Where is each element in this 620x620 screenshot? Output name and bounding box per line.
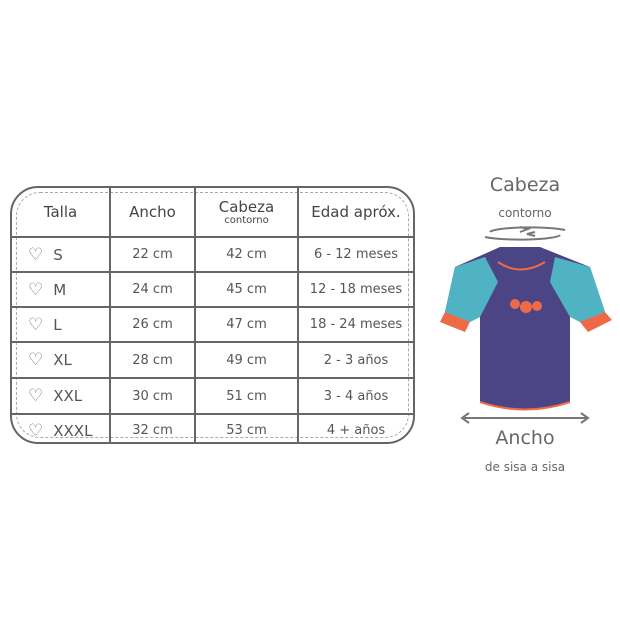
cell-talla: ♡ XL bbox=[12, 343, 111, 377]
ancho-arrow-icon bbox=[460, 412, 590, 424]
header-cabeza: Cabeza contorno bbox=[196, 188, 299, 236]
table-row: ♡ M 24 cm 45 cm 12 - 18 meses bbox=[12, 273, 413, 308]
cell-edad: 18 - 24 meses bbox=[309, 317, 403, 332]
cell-cabeza: 53 cm bbox=[196, 415, 299, 442]
cell-ancho: 28 cm bbox=[111, 343, 196, 377]
heart-outline-icon: ♡ bbox=[28, 244, 44, 265]
talla-value: M bbox=[53, 280, 67, 299]
cell-talla: ♡ XXL bbox=[12, 379, 111, 413]
cell-ancho: 32 cm bbox=[111, 415, 196, 442]
table-row: ♡ XXL 30 cm 51 cm 3 - 4 años bbox=[12, 379, 413, 415]
cell-talla: ♡ S bbox=[12, 238, 111, 271]
header-cabeza-sub: contorno bbox=[224, 215, 269, 226]
cell-cabeza: 47 cm bbox=[196, 308, 299, 341]
cell-ancho: 22 cm bbox=[111, 238, 196, 271]
cell-talla: ♡ M bbox=[12, 273, 111, 306]
diagram-ancho-sub: de sisa a sisa bbox=[484, 460, 566, 474]
heart-outline-icon: ♡ bbox=[28, 386, 44, 406]
cell-cabeza: 42 cm bbox=[196, 238, 299, 271]
cell-ancho: 30 cm bbox=[111, 379, 196, 413]
talla-value: L bbox=[53, 315, 62, 334]
talla-value: XL bbox=[53, 351, 72, 369]
talla-value: S bbox=[53, 245, 63, 264]
cell-edad: 12 - 18 meses bbox=[309, 282, 403, 297]
cell-cabeza: 45 cm bbox=[196, 273, 299, 306]
cell-ancho: 24 cm bbox=[111, 273, 196, 306]
diagram-cabeza-label: Cabeza bbox=[489, 174, 561, 196]
rashguard-shirt-illustration bbox=[440, 226, 612, 411]
flower-logo-icon bbox=[510, 299, 542, 313]
contorno-arrow-icon bbox=[484, 226, 566, 241]
talla-value: XXL bbox=[53, 387, 83, 405]
table-header: Talla Ancho Cabeza contorno Edad apróx. bbox=[12, 188, 413, 238]
table-row: ♡ L 26 cm 47 cm 18 - 24 meses bbox=[12, 308, 413, 343]
cell-edad: 6 - 12 meses bbox=[313, 247, 399, 262]
table-row: ♡ S 22 cm 42 cm 6 - 12 meses bbox=[12, 238, 413, 273]
cell-ancho: 26 cm bbox=[111, 308, 196, 341]
cell-talla: ♡ L bbox=[12, 308, 111, 341]
heart-outline-icon: ♡ bbox=[28, 279, 44, 300]
table-row: ♡ XL 28 cm 49 cm 2 - 3 años bbox=[12, 343, 413, 379]
header-ancho: Ancho bbox=[111, 188, 196, 236]
table-row: ♡ XXXL 32 cm 53 cm 4 + años bbox=[12, 415, 413, 442]
cell-edad: 3 - 4 años bbox=[323, 388, 389, 404]
cell-edad: 4 + años bbox=[326, 423, 386, 438]
diagram-ancho-label: Ancho bbox=[495, 427, 555, 449]
heart-outline-icon: ♡ bbox=[28, 350, 44, 370]
cell-edad: 2 - 3 años bbox=[323, 352, 389, 368]
cell-cabeza: 49 cm bbox=[196, 343, 299, 377]
heart-outline-icon: ♡ bbox=[28, 420, 44, 441]
size-table: Talla Ancho Cabeza contorno Edad apróx. … bbox=[10, 186, 415, 444]
heart-outline-icon: ♡ bbox=[28, 314, 44, 335]
talla-value: XXXL bbox=[53, 421, 93, 440]
header-talla: Talla bbox=[12, 188, 111, 236]
diagram-cabeza-sub: contorno bbox=[498, 206, 552, 220]
cell-talla: ♡ XXXL bbox=[12, 415, 111, 442]
header-edad: Edad apróx. bbox=[311, 203, 401, 221]
cell-cabeza: 51 cm bbox=[196, 379, 299, 413]
header-cabeza-label: Cabeza bbox=[218, 198, 275, 216]
